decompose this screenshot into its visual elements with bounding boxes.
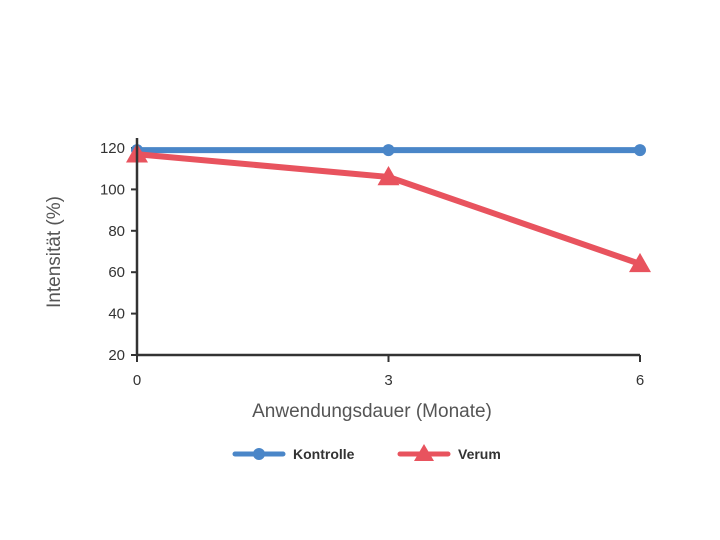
- x-axis-title: Anwendungsdauer (Monate): [252, 401, 492, 422]
- y-tick-label: 40: [108, 306, 125, 323]
- legend-label: Kontrolle: [293, 446, 355, 462]
- series-verum: [126, 143, 651, 273]
- legend-item-verum: Verum: [397, 444, 501, 462]
- legend: Kontrolle Verum: [232, 444, 501, 462]
- series-kontrolle: [131, 144, 646, 157]
- y-axis-ticks: 20 40 60 80 100 120: [100, 140, 137, 364]
- x-axis-ticks: 0 3 6: [133, 355, 644, 389]
- x-tick-label: 3: [384, 372, 392, 389]
- x-tick-label: 6: [636, 372, 644, 389]
- series-layer: [126, 143, 651, 273]
- legend-swatch-marker: [414, 444, 434, 461]
- data-point-marker: [382, 144, 395, 157]
- y-axis-title: Intensität (%): [44, 196, 65, 308]
- y-tick-label: 100: [100, 181, 125, 198]
- data-point-marker: [634, 144, 646, 157]
- y-tick-label: 80: [108, 223, 125, 240]
- data-point-marker: [629, 252, 651, 273]
- legend-item-kontrolle: Kontrolle: [232, 446, 355, 462]
- legend-swatch-marker: [253, 448, 265, 460]
- y-tick-label: 120: [100, 140, 125, 157]
- y-tick-label: 20: [108, 347, 125, 364]
- y-tick-label: 60: [108, 264, 125, 281]
- legend-label: Verum: [458, 446, 501, 462]
- data-point-marker: [377, 165, 400, 186]
- x-tick-label: 0: [133, 372, 141, 389]
